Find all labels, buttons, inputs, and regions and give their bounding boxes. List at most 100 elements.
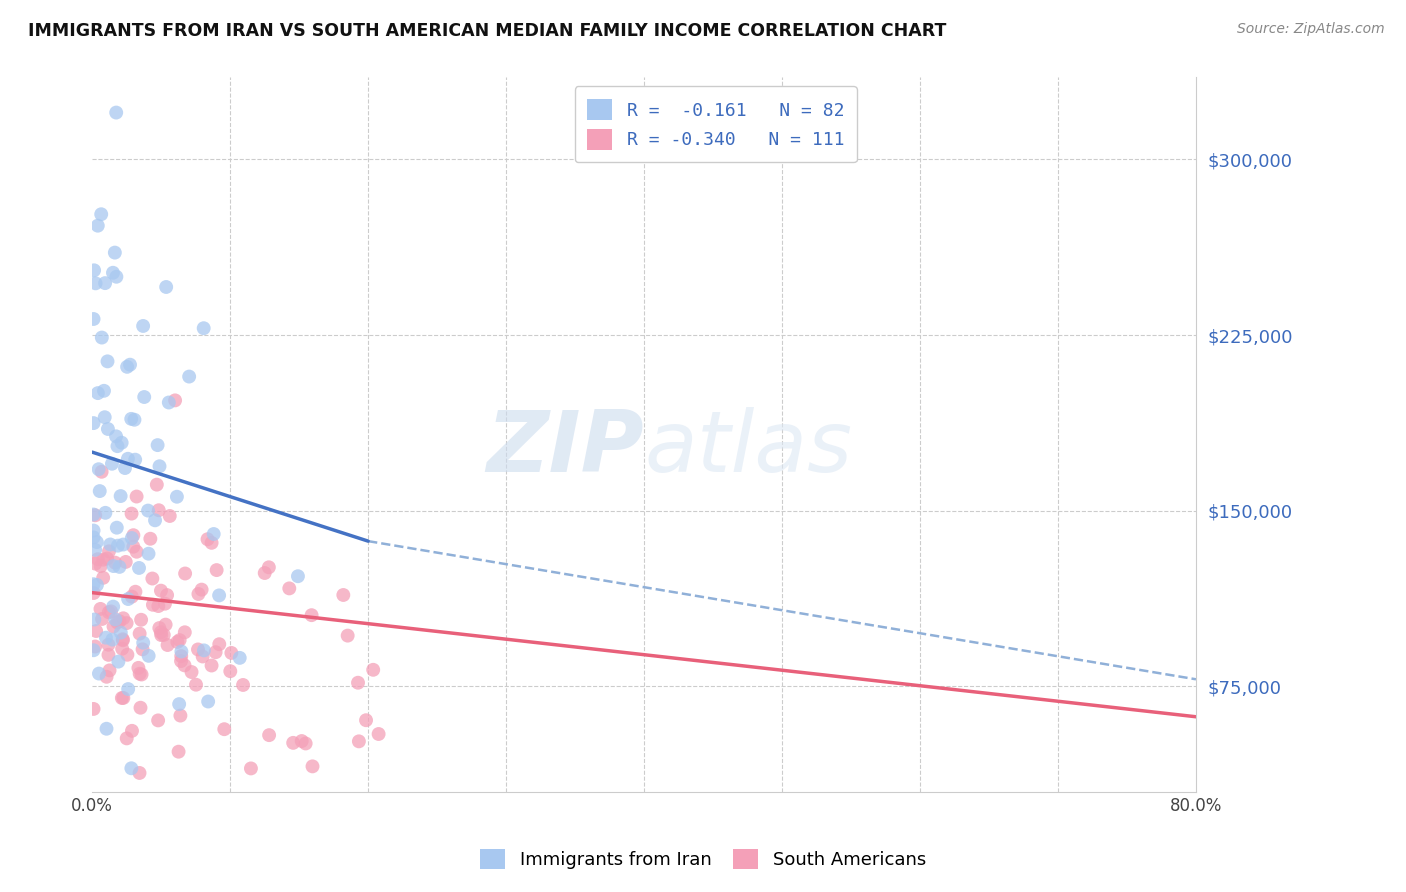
Point bbox=[301, 608, 323, 623]
Point bbox=[208, 588, 231, 602]
Point bbox=[115, 731, 138, 746]
Point bbox=[141, 572, 163, 586]
Point bbox=[170, 644, 193, 658]
Point bbox=[124, 452, 146, 467]
Point bbox=[132, 636, 155, 650]
Point bbox=[84, 557, 107, 571]
Point bbox=[84, 542, 107, 557]
Point bbox=[96, 354, 118, 368]
Point bbox=[83, 524, 105, 538]
Point bbox=[184, 678, 207, 692]
Point bbox=[117, 592, 139, 607]
Point bbox=[96, 551, 118, 566]
Point bbox=[127, 661, 149, 675]
Point bbox=[104, 556, 127, 570]
Point bbox=[122, 528, 145, 542]
Point bbox=[149, 583, 172, 598]
Point bbox=[166, 490, 188, 504]
Point bbox=[278, 582, 301, 596]
Point bbox=[205, 563, 228, 577]
Point bbox=[165, 393, 187, 408]
Point bbox=[179, 369, 201, 384]
Point bbox=[125, 545, 148, 559]
Point bbox=[86, 578, 108, 592]
Point bbox=[332, 588, 354, 602]
Point bbox=[283, 736, 305, 750]
Point bbox=[148, 503, 170, 517]
Point bbox=[110, 625, 132, 640]
Point bbox=[191, 649, 214, 664]
Point bbox=[361, 663, 384, 677]
Point bbox=[105, 429, 128, 443]
Point bbox=[148, 459, 170, 474]
Point bbox=[114, 461, 136, 475]
Point bbox=[138, 547, 160, 561]
Point bbox=[131, 642, 153, 657]
Point bbox=[367, 727, 389, 741]
Point bbox=[197, 533, 219, 547]
Point bbox=[202, 527, 225, 541]
Point bbox=[138, 648, 160, 663]
Point bbox=[354, 713, 377, 727]
Point bbox=[107, 439, 129, 453]
Point bbox=[200, 536, 222, 550]
Point bbox=[112, 690, 135, 705]
Point bbox=[155, 617, 177, 632]
Point bbox=[128, 666, 150, 681]
Point bbox=[91, 571, 114, 585]
Point bbox=[166, 635, 188, 649]
Point bbox=[214, 722, 236, 736]
Point bbox=[131, 667, 153, 681]
Point bbox=[94, 506, 117, 520]
Point bbox=[110, 489, 132, 503]
Point bbox=[187, 642, 209, 657]
Point bbox=[146, 438, 169, 452]
Point bbox=[221, 646, 243, 660]
Point bbox=[253, 566, 276, 580]
Point bbox=[180, 665, 202, 679]
Point bbox=[167, 697, 190, 711]
Point bbox=[103, 559, 125, 574]
Point bbox=[111, 435, 134, 450]
Point bbox=[112, 537, 135, 551]
Point bbox=[111, 632, 134, 647]
Point bbox=[146, 714, 169, 728]
Point bbox=[117, 648, 139, 662]
Point bbox=[114, 555, 136, 569]
Point bbox=[105, 269, 128, 284]
Point bbox=[111, 633, 134, 648]
Point bbox=[120, 412, 142, 426]
Point bbox=[115, 359, 138, 374]
Point bbox=[155, 280, 177, 294]
Point bbox=[104, 612, 127, 626]
Point bbox=[93, 410, 115, 425]
Point bbox=[193, 643, 215, 657]
Point bbox=[136, 503, 159, 517]
Point bbox=[118, 358, 141, 372]
Point bbox=[170, 649, 193, 664]
Point bbox=[134, 390, 156, 404]
Point bbox=[128, 626, 150, 640]
Point bbox=[83, 530, 105, 544]
Point bbox=[291, 734, 314, 748]
Point bbox=[257, 560, 280, 574]
Point bbox=[101, 266, 124, 280]
Text: ZIP: ZIP bbox=[486, 408, 644, 491]
Point bbox=[157, 395, 180, 409]
Point bbox=[90, 330, 112, 344]
Point bbox=[100, 604, 122, 618]
Point bbox=[169, 708, 191, 723]
Point bbox=[97, 648, 120, 662]
Point bbox=[117, 681, 139, 696]
Point bbox=[112, 611, 135, 625]
Point bbox=[115, 616, 138, 631]
Point bbox=[156, 638, 179, 652]
Point bbox=[174, 566, 197, 581]
Point bbox=[101, 599, 124, 614]
Point bbox=[173, 658, 195, 673]
Point bbox=[107, 655, 129, 669]
Point bbox=[117, 451, 139, 466]
Point bbox=[111, 691, 134, 706]
Point bbox=[229, 651, 252, 665]
Point bbox=[83, 613, 105, 627]
